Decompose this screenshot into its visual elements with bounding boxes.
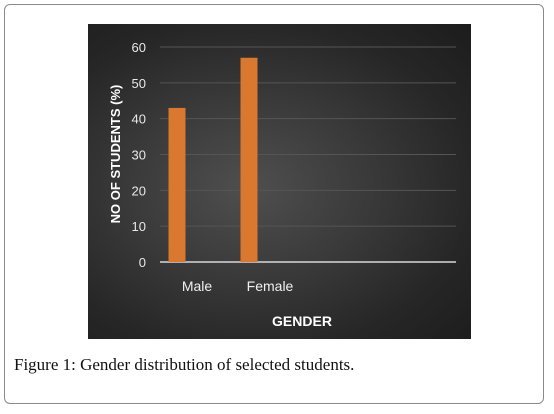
y-tick-label: 50 <box>132 76 146 91</box>
bars <box>168 57 258 263</box>
y-tick-label: 0 <box>139 255 146 270</box>
x-tick-label: Male <box>182 278 213 294</box>
y-tick-label: 40 <box>132 112 146 127</box>
bar-chart: 0 10 20 30 40 50 60 Male Female NO OF STUDENTS … <box>88 24 471 339</box>
y-tick-label: 60 <box>132 40 146 55</box>
grid-lines <box>160 46 456 263</box>
caption-label: Figure 1: <box>14 355 76 374</box>
y-tick-label: 10 <box>132 219 146 234</box>
x-tick-label: Female <box>247 278 294 294</box>
chart-svg: 0 10 20 30 40 50 60 Male Female NO OF STUDENTS … <box>108 40 456 329</box>
y-tick-labels: 0 10 20 30 40 50 60 <box>132 40 146 270</box>
y-tick-label: 20 <box>132 183 146 198</box>
figure-caption: Figure 1: Gender distribution of selecte… <box>14 355 534 375</box>
y-axis-label: NO OF STUDENTS (%) <box>108 85 123 224</box>
bar-female <box>240 57 258 262</box>
x-tick-labels: Male Female <box>182 278 294 294</box>
bar-male <box>168 107 186 263</box>
caption-text: Gender distribution of selected students… <box>75 355 355 374</box>
y-tick-label: 30 <box>132 148 146 163</box>
x-axis-label: GENDER <box>272 313 332 329</box>
